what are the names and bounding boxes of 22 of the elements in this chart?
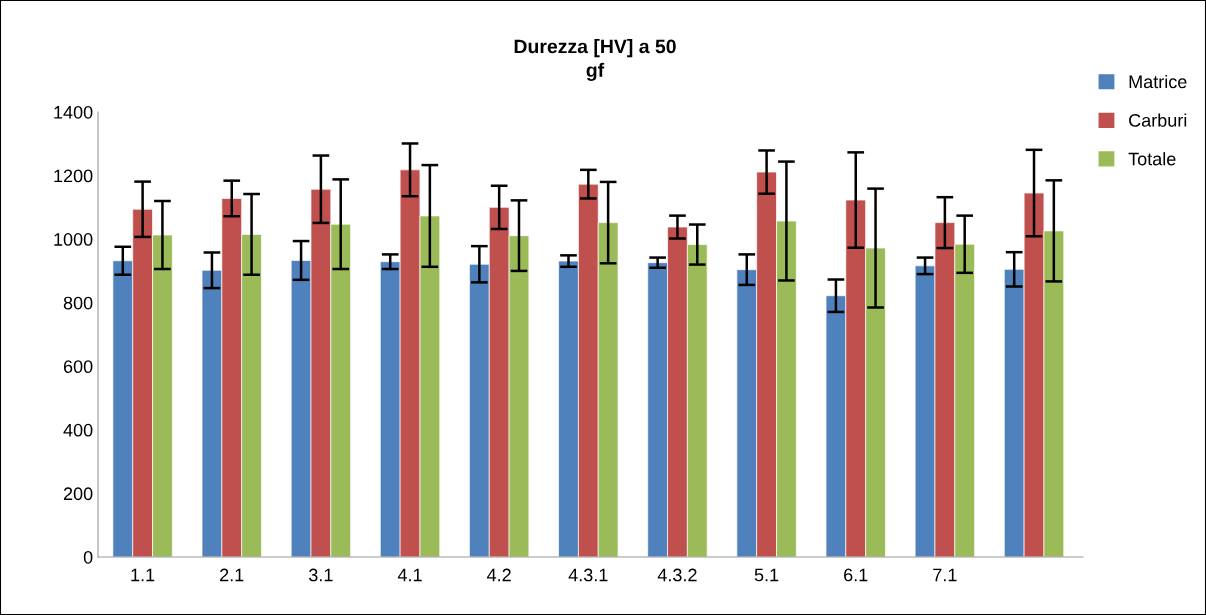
y-tick-label: 1400	[54, 105, 93, 119]
x-tick-label: 1.1	[131, 568, 155, 582]
x-tick-label: 4.3.2	[657, 568, 697, 582]
legend-label: Totale	[1128, 152, 1176, 166]
y-tick-label: 1000	[54, 233, 93, 246]
x-tick-label: 4.1	[397, 568, 422, 582]
x-tick-label: 4.3.1	[568, 568, 608, 582]
x-tick-label: 6.1	[844, 568, 868, 582]
y-tick-label: 200	[63, 487, 93, 501]
x-tick-label: 5.1	[754, 568, 779, 582]
y-tick-label: 0	[83, 550, 93, 564]
x-tick-label: 2.1	[220, 568, 244, 582]
legend-label: Matrice	[1129, 74, 1187, 89]
y-tick-label: 1200	[54, 169, 93, 183]
x-tick-label: 3.1	[308, 568, 333, 582]
y-tick-label: 600	[63, 360, 93, 374]
y-tick-label: 800	[63, 296, 93, 310]
x-tick-label: 7.1	[933, 568, 957, 582]
legend-label: Carburi	[1129, 113, 1187, 127]
chart-title: Durezza [HV] a 50 gf	[514, 39, 676, 81]
x-tick-label: 4.2	[487, 568, 511, 582]
y-tick-label: 400	[63, 423, 93, 437]
